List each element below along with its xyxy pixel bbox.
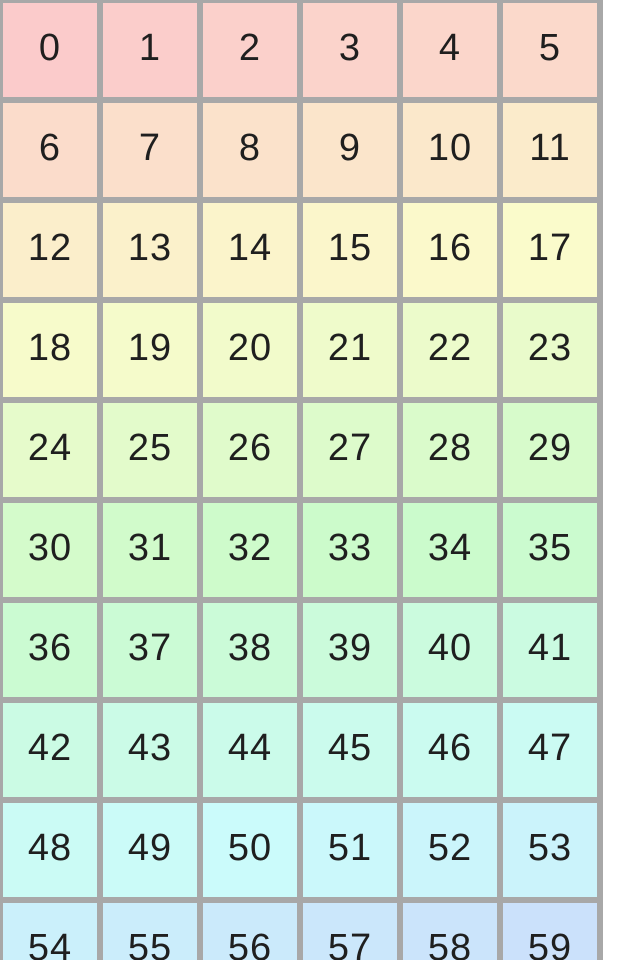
grid-cell-13: 13 <box>103 203 197 297</box>
grid-cell-46: 46 <box>403 703 497 797</box>
grid-cell-50: 50 <box>203 803 297 897</box>
grid-cell-45: 45 <box>303 703 397 797</box>
grid-cell-30: 30 <box>3 503 97 597</box>
grid-cell-25: 25 <box>103 403 197 497</box>
grid-cell-20: 20 <box>203 303 297 397</box>
grid-cell-10: 10 <box>403 103 497 197</box>
grid-cell-5: 5 <box>503 3 597 97</box>
grid-cell-6: 6 <box>3 103 97 197</box>
grid-cell-24: 24 <box>3 403 97 497</box>
grid-cell-56: 56 <box>203 903 297 960</box>
grid-cell-9: 9 <box>303 103 397 197</box>
grid-cell-59: 59 <box>503 903 597 960</box>
grid-cell-27: 27 <box>303 403 397 497</box>
grid-cell-19: 19 <box>103 303 197 397</box>
grid-cell-33: 33 <box>303 503 397 597</box>
grid-cell-26: 26 <box>203 403 297 497</box>
grid-cell-0: 0 <box>3 3 97 97</box>
grid-cell-35: 35 <box>503 503 597 597</box>
grid-cell-31: 31 <box>103 503 197 597</box>
grid-cell-51: 51 <box>303 803 397 897</box>
grid-cell-15: 15 <box>303 203 397 297</box>
grid-cell-17: 17 <box>503 203 597 297</box>
grid-cell-57: 57 <box>303 903 397 960</box>
grid-cell-40: 40 <box>403 603 497 697</box>
grid-cell-39: 39 <box>303 603 397 697</box>
grid-cell-16: 16 <box>403 203 497 297</box>
grid-cell-8: 8 <box>203 103 297 197</box>
grid-cell-32: 32 <box>203 503 297 597</box>
grid-cell-48: 48 <box>3 803 97 897</box>
grid-cell-18: 18 <box>3 303 97 397</box>
grid-cell-23: 23 <box>503 303 597 397</box>
grid-cell-58: 58 <box>403 903 497 960</box>
grid-cell-21: 21 <box>303 303 397 397</box>
grid-cell-44: 44 <box>203 703 297 797</box>
grid-cell-52: 52 <box>403 803 497 897</box>
grid-cell-29: 29 <box>503 403 597 497</box>
grid-cell-42: 42 <box>3 703 97 797</box>
grid-cell-38: 38 <box>203 603 297 697</box>
grid-cell-43: 43 <box>103 703 197 797</box>
color-grid-table: 0 1 2 3 4 5 6 7 8 9 10 11 12 13 14 15 16 17 18 19 20 21 22 23 24… <box>0 0 603 960</box>
grid-cell-22: 22 <box>403 303 497 397</box>
grid-cell-1: 1 <box>103 3 197 97</box>
grid-cell-41: 41 <box>503 603 597 697</box>
grid-cell-11: 11 <box>503 103 597 197</box>
grid-cell-12: 12 <box>3 203 97 297</box>
grid-cell-47: 47 <box>503 703 597 797</box>
grid-cell-34: 34 <box>403 503 497 597</box>
grid-cell-55: 55 <box>103 903 197 960</box>
grid-cell-49: 49 <box>103 803 197 897</box>
grid-cell-37: 37 <box>103 603 197 697</box>
grid-cell-14: 14 <box>203 203 297 297</box>
grid-cell-3: 3 <box>303 3 397 97</box>
grid-cell-36: 36 <box>3 603 97 697</box>
grid-cell-2: 2 <box>203 3 297 97</box>
grid-cell-54: 54 <box>3 903 97 960</box>
grid-cell-28: 28 <box>403 403 497 497</box>
grid-cell-4: 4 <box>403 3 497 97</box>
grid-cell-53: 53 <box>503 803 597 897</box>
grid-cell-7: 7 <box>103 103 197 197</box>
